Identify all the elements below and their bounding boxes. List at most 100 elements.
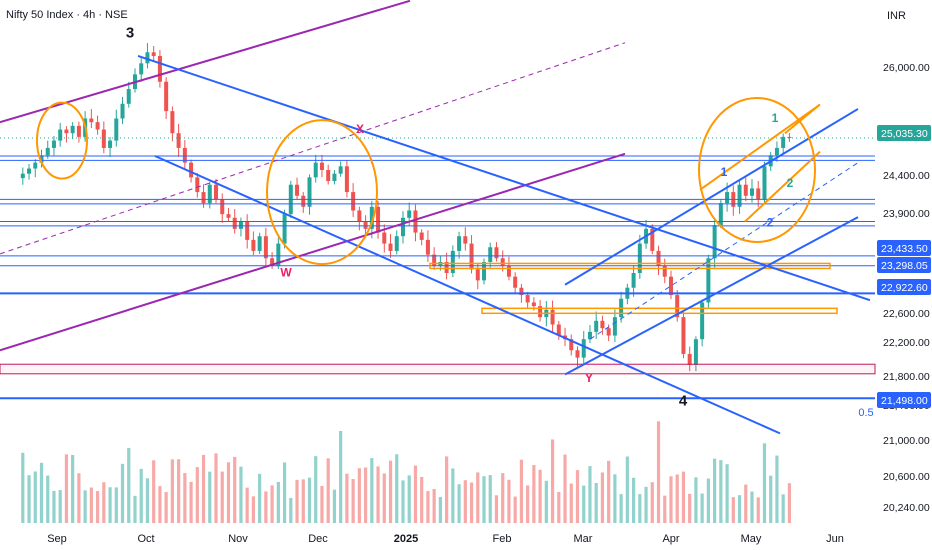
candle-body — [712, 225, 717, 259]
volume-bar — [469, 482, 474, 523]
volume-bar — [177, 459, 181, 523]
candle-body — [226, 214, 231, 218]
volume-bar — [432, 488, 436, 523]
volume-bar — [27, 475, 31, 523]
volume-bar — [656, 421, 661, 523]
volume-bar — [345, 473, 349, 523]
volume-bar — [600, 472, 605, 523]
candle-body — [170, 111, 175, 134]
highlight-ellipse — [698, 97, 816, 243]
candle-body — [650, 228, 655, 251]
volume-bar — [21, 452, 25, 523]
candle-body — [675, 295, 680, 318]
candle-body — [425, 239, 430, 255]
currency-label: INR — [887, 10, 906, 22]
candle-body — [70, 125, 75, 134]
candle-body — [419, 232, 424, 240]
volume-bar — [519, 459, 524, 523]
volume-bar — [245, 487, 249, 523]
candle-body — [637, 243, 642, 273]
blue-downtrend-lower — [154, 155, 781, 435]
blue-downtrend-upper — [137, 55, 871, 302]
candle-body — [525, 295, 530, 303]
volume-bar — [183, 473, 187, 523]
wave-labels: 3 X W Y 4 1 2 1 2 0.5 — [126, 25, 874, 419]
price-label-box — [877, 392, 931, 408]
blue-upchannel-lower — [564, 216, 859, 376]
volume-bar — [127, 447, 131, 523]
candle-body — [326, 170, 331, 182]
candle-body — [33, 162, 38, 169]
volume-bar — [463, 480, 467, 523]
chart-title: Nifty 50 Index · 4h · NSE — [6, 9, 128, 21]
price-label: 25,035.30 — [881, 128, 928, 140]
candle-body — [276, 243, 281, 266]
candle-body — [531, 302, 536, 307]
volume-bar — [675, 474, 679, 523]
volume-bar — [114, 487, 118, 523]
candle-body — [207, 184, 212, 204]
candle-body — [756, 188, 761, 200]
candle-body — [494, 247, 499, 259]
volume-bar — [220, 471, 224, 523]
volume-bar — [120, 463, 125, 523]
candle-body — [394, 236, 399, 251]
candle-body — [556, 324, 561, 336]
candle-body — [469, 243, 474, 270]
orange-wedge-cap — [784, 103, 821, 134]
volume-bar — [513, 496, 517, 523]
candle-body — [781, 136, 786, 148]
candle-body — [164, 81, 169, 112]
candle-body — [538, 306, 543, 318]
volume-bar — [775, 455, 779, 523]
price-label: 22,922.60 — [881, 282, 928, 294]
volume-bar — [438, 497, 442, 523]
volume-bar — [258, 473, 262, 523]
volume-bar — [407, 475, 411, 523]
candle-body — [407, 210, 412, 218]
volume-bar — [307, 477, 312, 523]
volume-bar — [644, 486, 648, 523]
volume-bar — [214, 453, 218, 523]
x-axis-tick: Feb — [493, 533, 512, 545]
candle-body — [463, 236, 468, 244]
volume-bar — [507, 479, 511, 523]
volume-bar — [195, 467, 199, 523]
volume-bar — [713, 458, 717, 523]
candle-body — [176, 133, 181, 148]
candle-body — [612, 317, 617, 336]
purple-midline — [0, 42, 626, 255]
candle-body — [388, 243, 393, 251]
volume-bar — [276, 481, 280, 523]
orange-zone — [429, 262, 831, 270]
volume-bar — [71, 454, 75, 523]
volume-bar — [33, 471, 37, 523]
candle-body — [157, 55, 162, 82]
volume-bar — [663, 495, 667, 523]
volume-bar — [363, 467, 368, 523]
wave-label: 2 — [787, 176, 794, 190]
y-axis-tick: 26,000.00 — [883, 62, 930, 74]
volume-bar — [239, 466, 243, 523]
candle-body — [550, 309, 555, 325]
x-axis-tick: 2025 — [394, 533, 418, 545]
volume-bar — [295, 479, 299, 523]
candle-body — [581, 339, 586, 358]
candle-body — [743, 184, 748, 196]
x-axis-tick: Jun — [826, 533, 844, 545]
volume-bar — [370, 458, 374, 523]
volume-bar — [39, 462, 44, 523]
volume-bar — [638, 494, 642, 523]
highlight-ellipse — [266, 119, 378, 266]
candle-body — [145, 52, 150, 64]
candle-body — [594, 320, 599, 332]
price-label: 21,498.00 — [881, 395, 928, 407]
volume-bar — [326, 458, 330, 523]
candle-body — [488, 247, 493, 262]
candle-body — [189, 162, 194, 178]
candle-body — [332, 173, 337, 182]
volume-bar — [102, 482, 106, 523]
candle-body — [238, 221, 243, 229]
y-axis-tick: 22,600.00 — [883, 308, 930, 320]
